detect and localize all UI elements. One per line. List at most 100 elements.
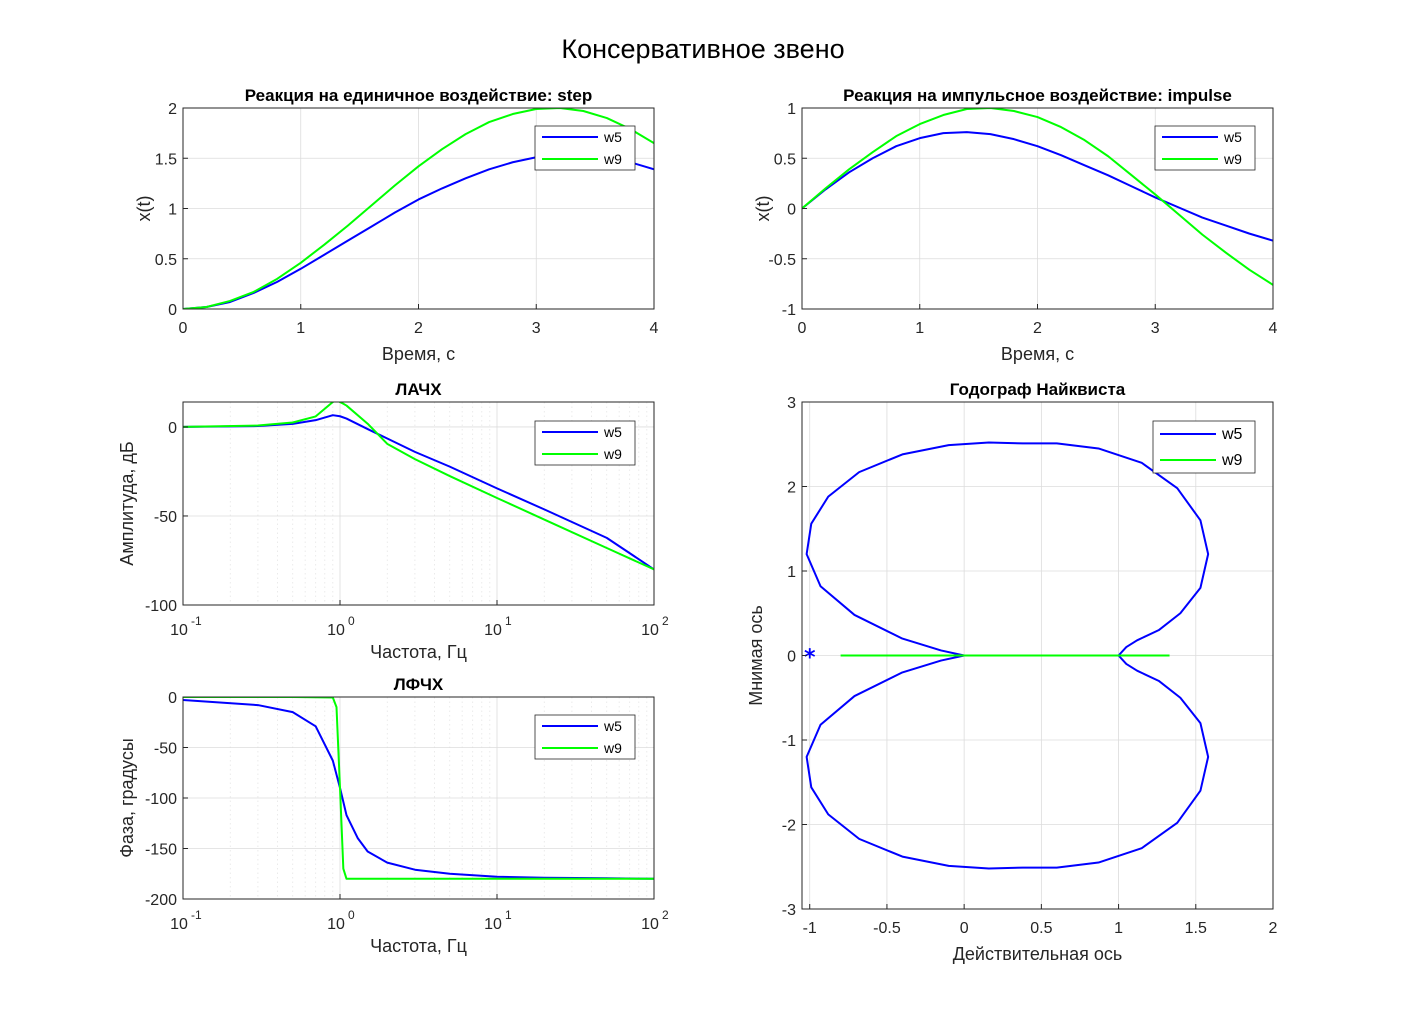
x-tick-label: -0.5 xyxy=(873,920,901,937)
x-tick-label: 10 xyxy=(641,916,659,933)
plot-title: Реакция на единичное воздействие: step xyxy=(245,86,592,105)
x-tick-label-exp: 2 xyxy=(662,908,669,922)
legend-label-w5: w5 xyxy=(603,424,622,440)
legend: w5 w9 xyxy=(1152,420,1256,474)
legend-label-w9: w9 xyxy=(1223,151,1242,167)
y-axis-label: Амплитуда, дБ xyxy=(117,441,137,565)
legend-label-w9: w9 xyxy=(603,446,622,462)
y-tick-label: -2 xyxy=(782,818,796,835)
y-tick-label: 0 xyxy=(168,690,177,707)
x-tick-label: 10 xyxy=(170,916,188,933)
x-tick-label: 2 xyxy=(414,320,423,337)
x-tick-label: 10 xyxy=(327,916,345,933)
x-tick-label-exp: 1 xyxy=(505,908,512,922)
series-line-w9 xyxy=(183,108,654,309)
y-tick-label: 0 xyxy=(787,202,796,219)
plot-title: Годограф Найквиста xyxy=(950,380,1126,399)
chart-step: 0 1 2 3 4 0 0.5 1 1.5 2 Реакция на единичное возде… xyxy=(134,86,659,364)
chart-nyquist: * -1 -0.5 0 0.5 1 1.5 2 -3 -2 -1 0 1 2 3 Годограф Найкв… xyxy=(746,380,1278,964)
x-axis-label: Частота, Гц xyxy=(370,642,467,662)
y-tick-label: -50 xyxy=(154,509,177,526)
legend-label-w9: w9 xyxy=(603,151,622,167)
figure-title: Консервативное звено xyxy=(561,34,844,64)
series-line-w9 xyxy=(802,108,1273,286)
y-tick-label: 0.5 xyxy=(774,151,796,168)
x-tick-label: 2 xyxy=(1269,920,1278,937)
x-tick-label: 2 xyxy=(1033,320,1042,337)
y-tick-label: 1 xyxy=(787,564,796,581)
legend-box xyxy=(1152,420,1256,474)
x-tick-label: 0.5 xyxy=(1030,920,1052,937)
y-tick-label: -100 xyxy=(145,598,177,615)
x-tick-label: 10 xyxy=(484,622,502,639)
legend-box xyxy=(534,125,636,171)
x-tick-label: 3 xyxy=(532,320,541,337)
x-tick-label: 1 xyxy=(296,320,305,337)
y-tick-label: 3 xyxy=(787,395,796,412)
legend-label-w5: w5 xyxy=(1221,426,1243,443)
y-tick-label: -50 xyxy=(154,741,177,758)
x-tick-label: 10 xyxy=(327,622,345,639)
legend-box xyxy=(534,714,636,760)
y-axis-label: Фаза, градусы xyxy=(117,738,137,858)
x-tick-label-exp: 2 xyxy=(662,614,669,628)
x-tick-label: 10 xyxy=(641,622,659,639)
plot-title: Реакция на импульсное воздействие: impul… xyxy=(843,86,1232,105)
x-tick-label: -1 xyxy=(803,920,817,937)
y-tick-label: -1 xyxy=(782,733,796,750)
x-tick-label: 1 xyxy=(915,320,924,337)
x-tick-label: 3 xyxy=(1151,320,1160,337)
x-tick-label: 4 xyxy=(1269,320,1278,337)
axes-frame xyxy=(182,401,655,606)
x-axis-label: Частота, Гц xyxy=(370,936,467,956)
y-axis-label: x(t) xyxy=(753,196,773,222)
legend-label-w5: w5 xyxy=(1223,129,1242,145)
y-tick-label: -0.5 xyxy=(768,252,796,269)
y-tick-label: -3 xyxy=(782,902,796,919)
series-line-w5 xyxy=(183,699,654,880)
legend-label-w5: w5 xyxy=(603,129,622,145)
x-tick-label-exp: 1 xyxy=(505,614,512,628)
x-tick-label: 1.5 xyxy=(1185,920,1207,937)
chart-lfchx: 10-1100101102-200-150-100-500ЛФЧХЧастота… xyxy=(117,675,669,956)
y-axis-label: Мнимая ось xyxy=(746,605,766,706)
x-tick-label: 0 xyxy=(960,920,969,937)
x-tick-label-exp: 0 xyxy=(348,614,355,628)
x-tick-label-exp: 0 xyxy=(348,908,355,922)
critical-point-marker: * xyxy=(804,646,816,671)
y-tick-label: 1.5 xyxy=(155,151,177,168)
y-tick-label: 0 xyxy=(168,420,177,437)
y-tick-label: 0 xyxy=(168,302,177,319)
x-axis-label: Действительная ось xyxy=(953,944,1123,964)
y-tick-label: -1 xyxy=(782,302,796,319)
x-tick-label: 1 xyxy=(1114,920,1123,937)
x-tick-label: 0 xyxy=(798,320,807,337)
x-axis-label: Время, с xyxy=(382,344,455,364)
series-line-w5 xyxy=(183,414,654,571)
legend-label-w9: w9 xyxy=(603,740,622,756)
y-tick-label: -200 xyxy=(145,892,177,909)
x-tick-label: 0 xyxy=(179,320,188,337)
y-tick-label: 1 xyxy=(168,202,177,219)
y-tick-label: 1 xyxy=(787,101,796,118)
plots-group: 0 1 2 3 4 0 0.5 1 1.5 2 Реакция на единичное возде… xyxy=(117,86,1278,964)
x-tick-label-exp: -1 xyxy=(191,908,202,922)
y-axis-label: x(t) xyxy=(134,196,154,222)
y-tick-label: -100 xyxy=(145,791,177,808)
series-line-w9 xyxy=(183,402,654,571)
x-tick-label-exp: -1 xyxy=(191,614,202,628)
legend-box xyxy=(534,420,636,466)
legend-label-w5: w5 xyxy=(603,718,622,734)
y-tick-label: 0.5 xyxy=(155,252,177,269)
x-tick-label: 10 xyxy=(484,916,502,933)
plot-title: ЛАЧХ xyxy=(395,380,442,399)
y-tick-label: 2 xyxy=(787,480,796,497)
legend-label-w9: w9 xyxy=(1221,452,1243,469)
y-tick-label: 2 xyxy=(168,101,177,118)
y-tick-label: 0 xyxy=(787,649,796,666)
